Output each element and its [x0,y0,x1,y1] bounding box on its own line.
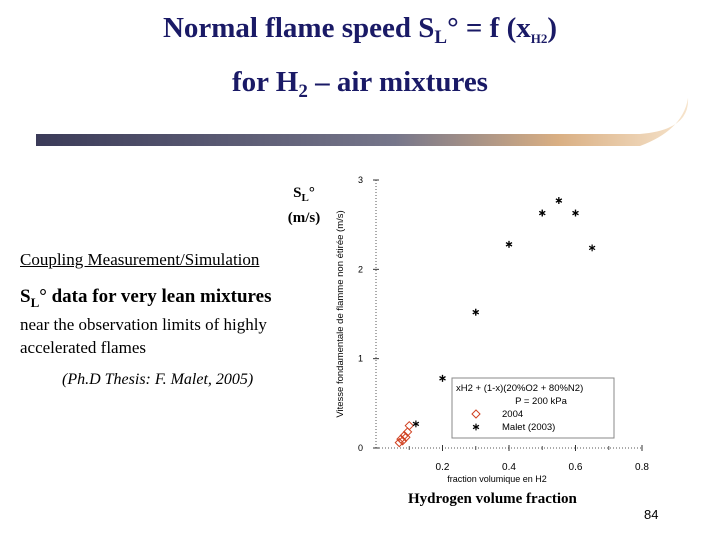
data-point-diamond [402,427,413,437]
x-axis-label: fraction volumique en H2 [447,474,547,484]
x-tick-label: 0.2 [436,462,450,473]
page-number: 84 [644,507,659,522]
data-point-asterisk [588,244,596,252]
data-point-diamond [397,436,408,446]
data-point-asterisk [538,209,546,217]
asterisk-stroke [505,242,513,247]
asterisk-stroke [572,210,579,216]
y-axis-caption: SL° (m/s) [287,185,321,226]
data-point-diamond [394,437,404,448]
y-tick-label: 1 [358,354,363,364]
x-tick-label: 0.8 [635,462,649,473]
chart-marks [394,197,596,448]
data-point-diamond [404,420,414,431]
slide-title-line2: for H2 – air mixtures [232,66,488,102]
data-point-asterisk [472,423,480,431]
coupling-heading: Coupling Measurement/Simulation [20,250,260,269]
slide-title-line1: Normal flame speed SL° = f (xH2) [162,12,558,48]
legend-entry: Malet (2003) [502,422,555,433]
asterisk-stroke [472,424,480,430]
x-tick-label: 0.6 [569,462,583,473]
y-tick-label: 3 [358,175,363,185]
y-tick-label: 0 [358,443,363,453]
data-point-asterisk [505,240,513,248]
thesis-citation: (Ph.D Thesis: F. Malet, 2005) [62,371,254,388]
asterisk-stroke [538,210,546,216]
chart-axes: 0 1 2 3 0.2 0.4 0.6 0.8 Vitesse fondamentale de … [335,175,649,484]
asterisk-stroke [412,421,420,427]
asterisk-stroke [472,309,480,315]
data-point-asterisk [555,197,563,204]
data-point-asterisk [439,374,446,382]
data-point-asterisk [412,420,420,428]
legend-box [451,377,615,439]
chart-legend: xH2 + (1-x)(20%O2 + 80%N2) P = 200 kPa 200… [451,377,615,439]
asterisk-stroke [588,245,596,251]
x-axis-caption: Hydrogen volume fraction [408,491,577,507]
data-point-asterisk [572,209,579,217]
x-tick-label: 0.4 [502,462,516,473]
data-point-diamond [401,432,411,442]
y-axis-label: Vitesse fondamentale de flamme non étiré… [335,210,346,417]
asterisk-stroke [439,376,446,381]
lean-mixtures-text: SL° data for very lean mixtures [20,286,272,310]
flame-speed-chart: 0 1 2 3 0.2 0.4 0.6 0.8 Vitesse fondamentale de … [335,175,649,484]
legend-pressure: P = 200 kPa [515,396,568,407]
asterisk-stroke [555,198,563,203]
legend-marker-diamond [471,409,481,419]
data-point-asterisk [472,308,480,316]
y-tick-label: 2 [358,264,363,274]
title-underline-swoosh [36,98,689,146]
legend-header: xH2 + (1-x)(20%O2 + 80%N2) [456,383,583,394]
legend-entry: 2004 [502,409,523,420]
observation-limits-text: near the observation limits of highly ac… [20,315,267,357]
